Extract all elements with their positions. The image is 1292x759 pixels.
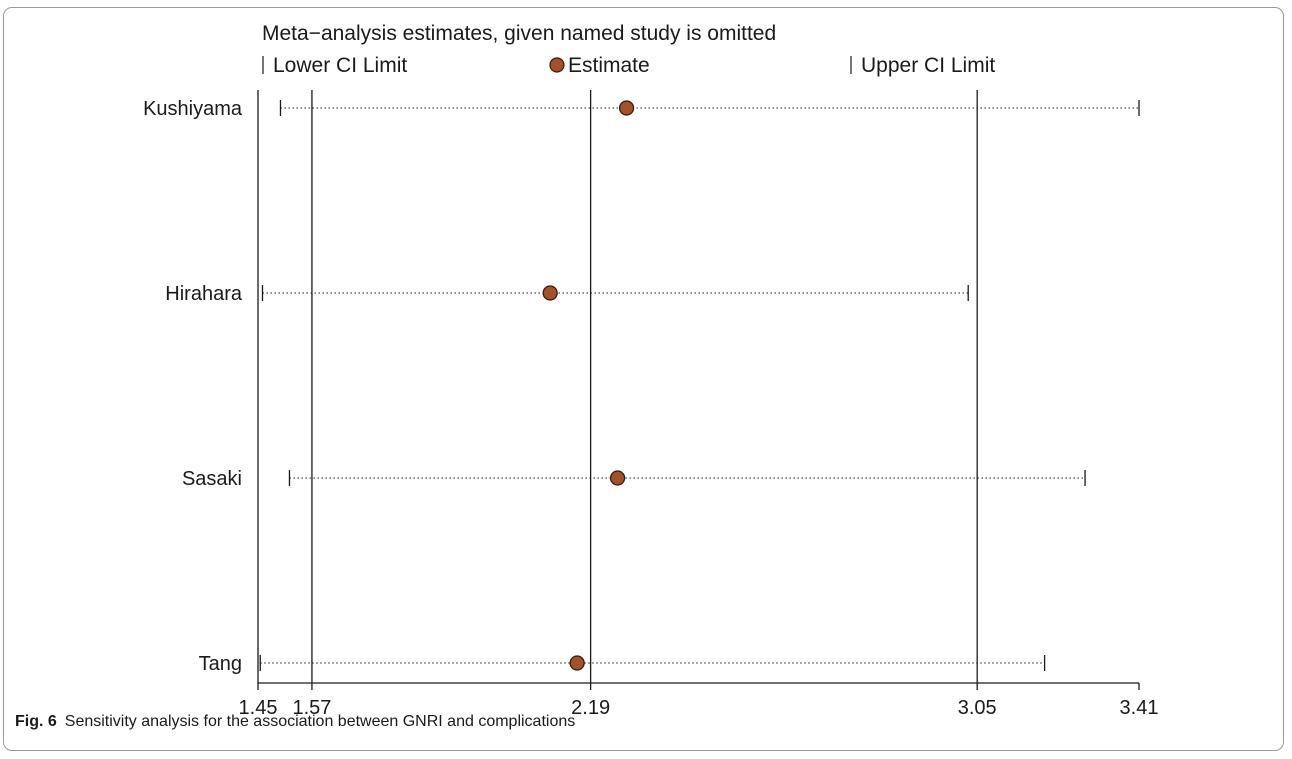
figure-caption: Fig. 6 Sensitivity analysis for the assoc…: [15, 713, 575, 731]
study-label: Tang: [199, 653, 242, 675]
chart-title: Meta−analysis estimates, given named stu…: [262, 22, 776, 45]
legend-lower-label: Lower CI Limit: [273, 54, 407, 77]
figure-frame: [3, 7, 1284, 751]
legend-estimate-label: Estimate: [568, 54, 650, 77]
legend: Lower CI Limit Estimate Upper CI Limit: [262, 54, 995, 77]
x-tick-label: 1.45: [239, 697, 278, 719]
caption-text: Sensitivity analysis for the association…: [64, 713, 576, 730]
study-label: Kushiyama: [143, 98, 243, 120]
x-tick-label: 3.05: [958, 697, 997, 719]
study-label: Hirahara: [165, 283, 243, 305]
x-tick-label: 3.41: [1120, 697, 1159, 719]
legend-estimate-marker: [549, 57, 565, 73]
caption-label: Fig. 6: [15, 713, 57, 730]
study-label: Sasaki: [182, 468, 242, 490]
legend-upper-label: Upper CI Limit: [861, 54, 995, 77]
x-tick-label: 2.19: [571, 697, 610, 719]
estimate-point: [609, 470, 626, 486]
estimate-point: [542, 285, 558, 301]
estimate-point: [618, 100, 635, 116]
x-tick-label: 1.57: [292, 697, 331, 719]
plot-area: 1.45 1.57 2.19 3.05 3.41 Kushiyama Hirahara Sas…: [143, 90, 1158, 719]
estimate-point: [569, 655, 585, 671]
